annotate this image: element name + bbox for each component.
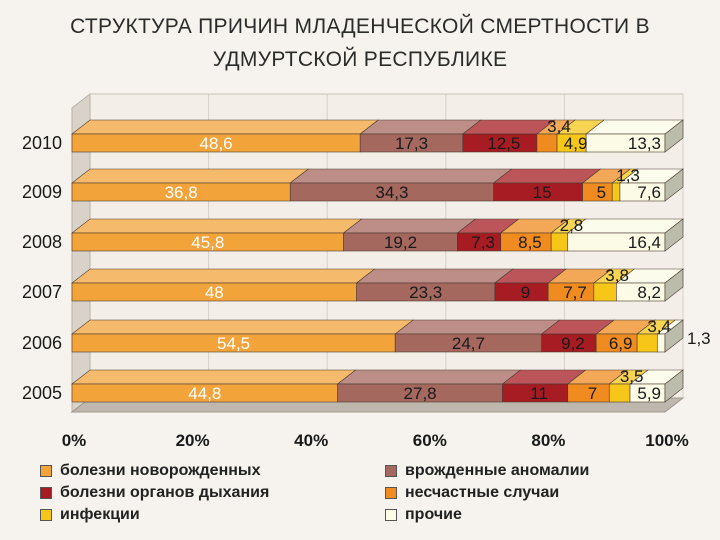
legend-swatch <box>385 487 397 499</box>
data-label: 7,6 <box>637 183 661 202</box>
legend-item: прочие <box>385 506 462 524</box>
bar-segment <box>636 333 658 353</box>
data-label: 3,4 <box>547 117 571 136</box>
data-label: 3,5 <box>620 367 644 386</box>
bar-segment <box>608 383 631 403</box>
x-tick-label: 20% <box>176 431 210 450</box>
data-label: 19,2 <box>384 233 417 252</box>
data-label: 12,5 <box>487 134 520 153</box>
y-category-label: 2010 <box>22 133 62 153</box>
y-category-label: 2006 <box>22 333 62 353</box>
data-label: 44,8 <box>188 384 221 403</box>
data-label: 54,5 <box>217 334 250 353</box>
data-label: 11 <box>530 384 548 403</box>
legend-label: несчастные случаи <box>405 484 560 501</box>
x-tick-label: 60% <box>413 431 447 450</box>
x-tick-label: 100% <box>645 431 688 450</box>
bar-segment-top <box>71 119 380 135</box>
chart-title: СТРУКТУРА ПРИЧИН МЛАДЕНЧЕСКОЙ СМЕРТНОСТИ… <box>0 10 720 76</box>
data-label: 15 <box>533 183 552 202</box>
bar-segment <box>656 333 666 353</box>
bar-segment-top <box>289 168 513 184</box>
legend-item: болезни органов дыхания <box>40 484 269 502</box>
legend-swatch <box>40 465 52 477</box>
legend-swatch <box>40 509 52 521</box>
stacked-bar-chart: 0% 20% 40% 60% 80% 100%2010 48,6 17,3 12,53,44,9… <box>22 92 711 450</box>
x-tick-label: 80% <box>531 431 565 450</box>
data-label: 27,8 <box>404 384 437 403</box>
bar-segment <box>536 133 558 153</box>
data-label: 1,3 <box>687 329 711 348</box>
data-label: 7,3 <box>471 233 495 252</box>
y-category-label: 2007 <box>22 282 62 302</box>
data-label: 17,3 <box>395 134 428 153</box>
data-label: 4,9 <box>564 134 588 153</box>
data-label: 9 <box>521 283 530 302</box>
data-label: 3,4 <box>647 317 671 336</box>
legend-item: врожденные аномалии <box>385 462 589 480</box>
legend-label: болезни новорожденных <box>60 462 261 479</box>
data-label: 36,8 <box>165 183 198 202</box>
data-label: 2,8 <box>560 216 584 235</box>
legend-swatch <box>40 487 52 499</box>
bar-segment-top <box>355 268 514 284</box>
legend-item: несчастные случаи <box>385 484 559 502</box>
legend-label: врожденные аномалии <box>405 462 590 479</box>
bar-side <box>664 369 684 403</box>
bar-side <box>664 268 684 302</box>
legend-swatch <box>385 509 397 521</box>
bar-segment-top <box>71 319 415 335</box>
bar-segment-top <box>71 168 310 184</box>
x-tick-label: 40% <box>294 431 328 450</box>
data-label: 48,6 <box>200 134 233 153</box>
bar-segment-top <box>71 268 376 284</box>
data-label: 8,2 <box>637 283 661 302</box>
data-label: 5 <box>597 183 606 202</box>
bar-side <box>664 119 684 153</box>
legend-item: болезни новорожденных <box>40 462 260 480</box>
y-category-label: 2009 <box>22 182 62 202</box>
bar-segment-top <box>71 218 363 234</box>
y-category-label: 2005 <box>22 383 62 403</box>
data-label: 48 <box>205 283 224 302</box>
data-label: 7,7 <box>563 283 587 302</box>
bar-segment-top <box>359 119 482 135</box>
bar-side <box>664 319 684 353</box>
data-label: 9,2 <box>561 334 585 353</box>
data-label: 13,3 <box>628 134 661 153</box>
data-label: 23,3 <box>409 283 442 302</box>
legend-swatch <box>385 465 397 477</box>
data-label: 24,7 <box>452 334 485 353</box>
bar-segment-top <box>492 168 602 184</box>
data-label: 7 <box>588 384 597 403</box>
y-category-label: 2008 <box>22 232 62 252</box>
bar-side <box>664 168 684 202</box>
data-label: 8,5 <box>518 233 542 252</box>
legend-label: прочие <box>405 506 462 523</box>
title-line-1: СТРУКТУРА ПРИЧИН МЛАДЕНЧЕСКОЙ СМЕРТНОСТИ… <box>70 15 650 38</box>
data-label: 1,3 <box>616 166 640 185</box>
data-label: 6,9 <box>609 334 633 353</box>
bar-segment-top <box>336 369 522 385</box>
bar-segment <box>611 182 621 202</box>
bar-segment-top <box>342 218 477 234</box>
bar-segment-top <box>394 319 561 335</box>
legend-item: инфекции <box>40 506 140 524</box>
bar-segment <box>593 282 617 302</box>
bar-segment-top <box>71 369 357 385</box>
x-tick-label: 0% <box>62 431 87 450</box>
bar-segment <box>550 232 569 252</box>
legend-label: болезни органов дыхания <box>60 484 270 501</box>
data-label: 3,8 <box>605 266 629 285</box>
legend-label: инфекции <box>60 506 140 523</box>
title-line-2: УДМУРТСКОЙ РЕСПУБЛИКЕ <box>212 48 508 71</box>
data-label: 16,4 <box>628 233 661 252</box>
data-label: 45,8 <box>191 233 224 252</box>
data-label: 34,3 <box>375 183 408 202</box>
bar-side <box>664 218 684 252</box>
data-label: 5,9 <box>637 384 661 403</box>
bar-segment-top <box>566 218 684 234</box>
